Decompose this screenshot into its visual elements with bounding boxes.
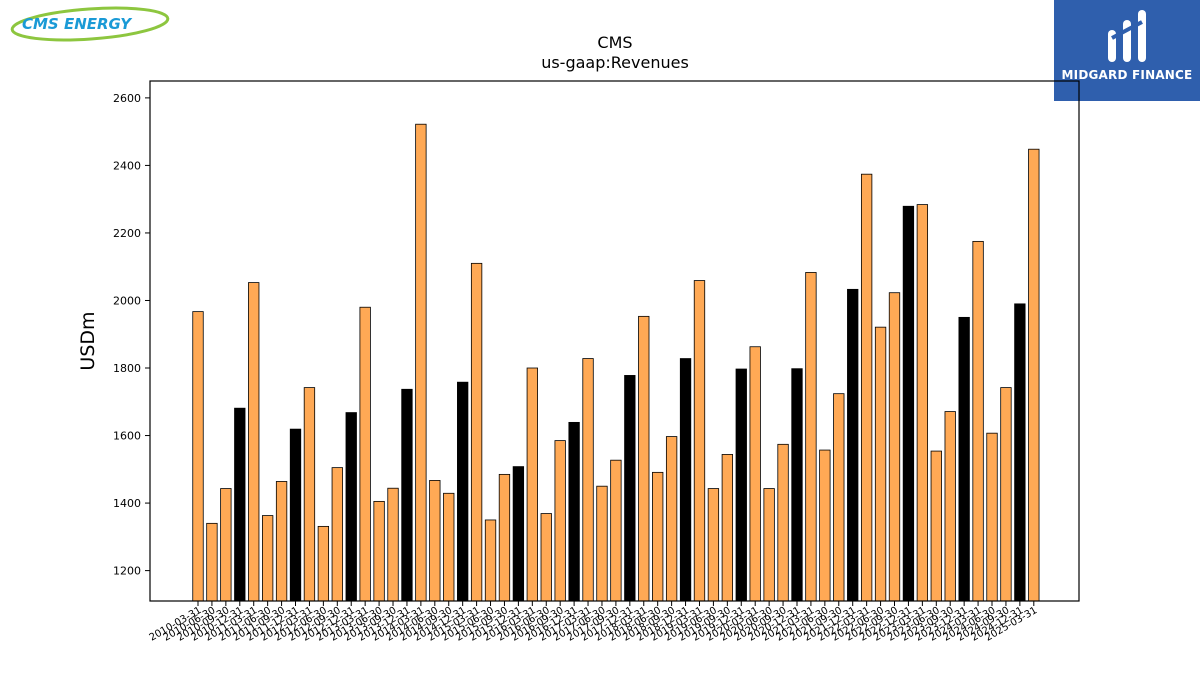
- y-tick-label: 2600: [113, 92, 141, 105]
- bar-2019-12-31: [735, 368, 747, 602]
- bars-group: [192, 123, 1040, 602]
- bar-2018-09-30: [665, 436, 678, 602]
- bar-2022-06-30: [874, 326, 887, 602]
- bar-2016-09-30: [554, 440, 566, 602]
- bar-2013-06-30: [373, 500, 385, 602]
- bar-2011-06-30: [261, 515, 274, 602]
- y-axis-label: USDm: [77, 311, 99, 370]
- bar-2015-03-31: [470, 262, 483, 602]
- bar-2011-12-31: [289, 428, 302, 602]
- bar-2018-03-31: [638, 315, 650, 602]
- bar-2023-12-31: [958, 316, 970, 602]
- bar-2019-03-31: [693, 280, 706, 602]
- y-tick-label: 1800: [113, 362, 141, 375]
- bar-2012-03-31: [303, 387, 316, 602]
- cms-energy-logo-text: CMS ENERGY: [22, 15, 133, 33]
- bar-2016-12-31: [568, 421, 580, 602]
- bar-2021-06-30: [819, 449, 831, 602]
- bar-2022-12-31: [902, 205, 915, 602]
- y-ticks-group: 1200 1400 1600 1800 2000 2200 2400 2600: [113, 92, 150, 578]
- chart-subtitle: us-gaap:Revenues: [541, 53, 689, 72]
- bar-2021-03-31: [805, 272, 817, 602]
- bar-2010-06-30: [206, 522, 218, 602]
- bar-2012-09-30: [331, 467, 343, 602]
- bar-2010-09-30: [220, 488, 232, 602]
- bar-2014-12-31: [457, 381, 469, 602]
- bar-2019-09-30: [721, 454, 733, 602]
- bar-2014-03-31: [415, 123, 427, 602]
- y-tick-label: 2000: [113, 294, 141, 307]
- bar-2010-12-31: [234, 407, 246, 602]
- bar-2020-12-31: [791, 368, 803, 602]
- cms-energy-logo: CMS ENERGY: [8, 4, 173, 44]
- y-tick-label: 2200: [113, 227, 141, 240]
- bar-2012-06-30: [317, 525, 330, 602]
- bar-2025-03-31: [1028, 148, 1040, 602]
- plot-frame: [149, 80, 1080, 602]
- bar-2021-09-30: [833, 393, 845, 602]
- bar-2017-12-31: [624, 375, 636, 602]
- bar-2011-03-31: [248, 282, 260, 602]
- midgard-mark-icon: [1108, 10, 1146, 62]
- chart-title: CMS: [597, 33, 632, 52]
- midgard-finance-logo-text: MIDGARD FINANCE: [1061, 68, 1193, 82]
- y-tick-label: 1400: [113, 497, 141, 510]
- bar-2019-06-30: [707, 488, 720, 602]
- x-ticks-group: 2010-03-312010-06-302010-09-302010-12-31…: [148, 601, 1039, 644]
- bar-2013-12-31: [401, 388, 413, 602]
- bar-2017-06-30: [596, 485, 608, 602]
- bar-2024-06-30: [986, 432, 998, 602]
- bar-2013-03-31: [359, 306, 371, 602]
- bar-2010-03-31: [192, 311, 204, 602]
- bar-2016-06-30: [540, 513, 552, 602]
- bar-2011-09-30: [275, 481, 288, 602]
- bar-2020-06-30: [763, 488, 775, 602]
- bar-2024-09-30: [1000, 387, 1012, 602]
- bar-2024-03-31: [972, 240, 984, 602]
- y-tick-label: 2400: [113, 159, 141, 172]
- bar-2018-12-31: [679, 358, 692, 602]
- bar-2014-09-30: [443, 492, 455, 602]
- y-tick-label: 1600: [113, 430, 141, 443]
- bar-2017-03-31: [582, 358, 594, 602]
- bar-2020-09-30: [777, 443, 789, 602]
- bar-2015-12-31: [512, 466, 525, 602]
- bar-2022-03-31: [860, 173, 873, 602]
- bar-2014-06-30: [429, 480, 441, 602]
- bar-2016-03-31: [526, 367, 538, 602]
- y-tick-label: 1200: [113, 565, 141, 578]
- bar-2017-09-30: [610, 459, 622, 602]
- bar-2018-06-30: [652, 471, 664, 602]
- bar-2023-03-31: [916, 204, 929, 602]
- bar-2012-12-31: [345, 412, 357, 602]
- bar-2022-09-30: [888, 292, 901, 602]
- bar-2013-09-30: [387, 487, 399, 602]
- bar-2015-09-30: [498, 473, 511, 602]
- bar-2015-06-30: [484, 519, 497, 602]
- bar-2020-03-31: [749, 346, 761, 602]
- bar-2023-09-30: [944, 411, 956, 602]
- bar-2021-12-31: [847, 288, 859, 602]
- bar-2024-12-31: [1014, 303, 1026, 602]
- bar-2023-06-30: [930, 450, 942, 602]
- midgard-finance-logo: MIDGARD FINANCE: [1054, 0, 1200, 101]
